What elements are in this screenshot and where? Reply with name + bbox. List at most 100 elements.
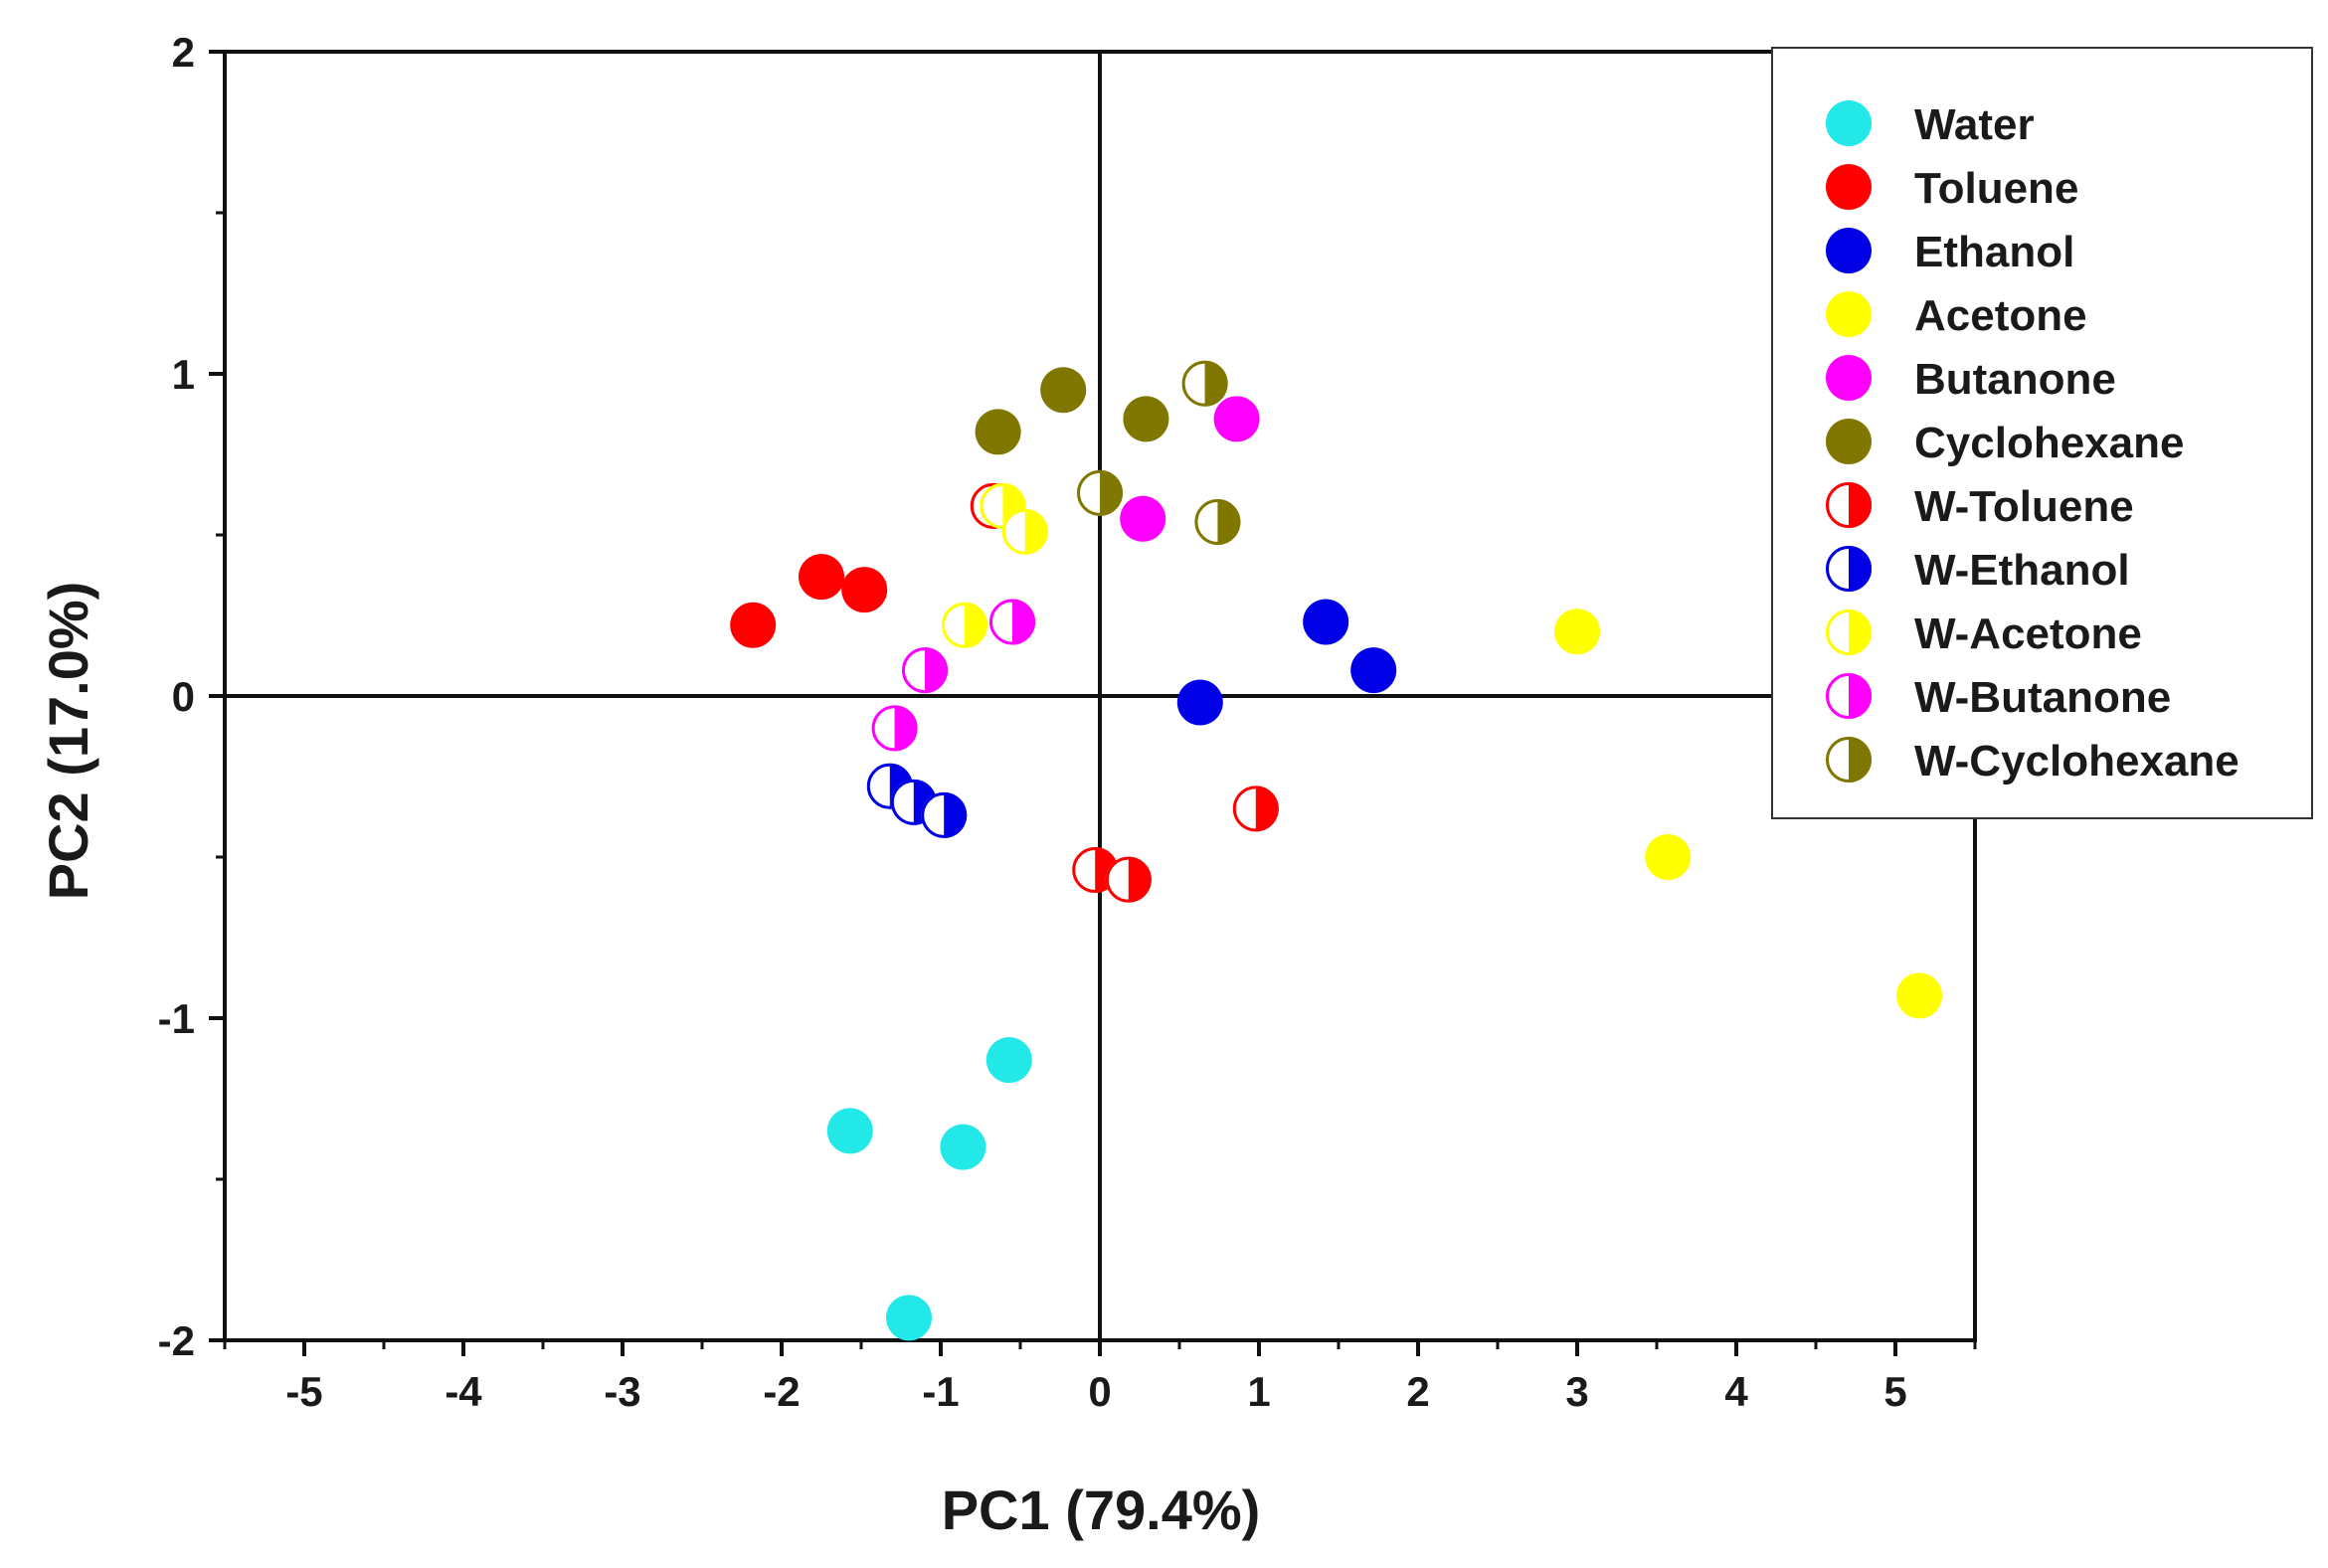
x-tick-label: -5	[285, 1368, 322, 1415]
marker-fill	[1826, 164, 1872, 210]
marker-fill	[975, 409, 1021, 455]
legend-item: W-Cyclohexane	[1826, 737, 2239, 785]
point-cyclohexane	[1040, 367, 1087, 414]
point-w-cyclohexane	[1181, 360, 1228, 407]
y-tick-label: 2	[172, 29, 195, 76]
legend-label: Butanone	[1914, 355, 2116, 404]
point-w-butanone	[989, 599, 1035, 645]
point-w-acetone	[1001, 508, 1048, 555]
legend-label: W-Butanone	[1914, 673, 2171, 722]
point-water	[886, 1295, 932, 1341]
marker-fill	[1213, 396, 1260, 442]
point-w-ethanol	[921, 791, 968, 838]
marker-outline	[1001, 508, 1048, 555]
legend-marker	[1826, 164, 1872, 210]
marker-fill	[940, 1124, 986, 1170]
legend-marker	[1826, 546, 1872, 592]
legend-marker	[1826, 291, 1872, 337]
legend-marker	[1826, 355, 1872, 401]
point-toluene	[841, 567, 888, 613]
point-acetone	[1554, 609, 1600, 655]
plot-area	[223, 50, 1977, 1342]
data-points	[730, 360, 1942, 1341]
legend-item: Water	[1826, 100, 2035, 149]
point-w-butanone	[902, 647, 948, 694]
legend: Water Toluene Ethanol Acetone Butanone Cycloh…	[1771, 47, 2313, 819]
x-tick-label: -1	[922, 1368, 959, 1415]
point-water	[826, 1108, 873, 1154]
x-tick-label: 4	[1724, 1368, 1748, 1415]
x-axis-title: PC1 (79.4%)	[942, 1479, 1261, 1541]
legend-marker	[1826, 673, 1872, 719]
point-cyclohexane	[975, 409, 1021, 455]
legend-marker	[1826, 419, 1872, 464]
marker-fill	[1120, 495, 1166, 542]
point-cyclohexane	[1123, 396, 1169, 442]
point-butanone	[1213, 396, 1260, 442]
legend-label: Acetone	[1914, 291, 2087, 340]
point-water	[940, 1124, 986, 1170]
legend-item: W-Butanone	[1826, 673, 2171, 722]
legend-label: W-Toluene	[1914, 482, 2134, 531]
point-water	[985, 1037, 1032, 1084]
legend-label: Toluene	[1914, 164, 2078, 213]
marker-outline	[1077, 469, 1123, 516]
marker-fill	[1554, 609, 1600, 655]
marker-fill	[1645, 834, 1692, 880]
legend-item: Acetone	[1826, 291, 2087, 340]
x-tick-label: -2	[763, 1368, 800, 1415]
legend-item: Cyclohexane	[1826, 419, 2184, 467]
x-tick-label: -4	[445, 1368, 482, 1415]
legend-item: Ethanol	[1826, 228, 2074, 276]
marker-fill	[1826, 419, 1872, 464]
point-w-toluene	[1232, 785, 1279, 832]
marker-half-fill	[1024, 508, 1048, 555]
legend-marker	[1826, 610, 1872, 655]
marker-fill	[1303, 599, 1349, 645]
y-axis-title: PC2 (17.0%)	[37, 582, 99, 901]
legend-marker	[1826, 228, 1872, 273]
marker-outline	[902, 647, 948, 694]
x-tick-label: 5	[1883, 1368, 1906, 1415]
marker-fill	[985, 1037, 1032, 1084]
marker-outline	[1826, 482, 1872, 528]
marker-fill	[1826, 355, 1872, 401]
marker-half-fill	[1217, 499, 1241, 546]
marker-fill	[1350, 647, 1397, 694]
marker-outline	[1194, 499, 1241, 546]
marker-outline	[1826, 546, 1872, 592]
y-tick-label: 0	[172, 673, 195, 720]
point-w-cyclohexane	[1077, 469, 1123, 516]
marker-outline	[1105, 856, 1152, 903]
point-w-butanone	[871, 705, 918, 752]
y-tick-label: 1	[172, 351, 195, 398]
marker-half-fill	[944, 791, 968, 838]
marker-fill	[1123, 396, 1169, 442]
marker-fill	[841, 567, 888, 613]
marker-half-fill	[965, 602, 987, 648]
point-toluene	[799, 554, 844, 601]
marker-outline	[942, 602, 987, 648]
point-ethanol	[1176, 679, 1223, 726]
point-ethanol	[1303, 599, 1349, 645]
marker-fill	[799, 554, 844, 601]
y-axis: -2 -1 0 1 2	[158, 29, 225, 1364]
marker-half-fill	[1012, 599, 1035, 645]
point-toluene	[730, 602, 777, 648]
marker-half-fill	[925, 647, 948, 694]
x-tick-label: -3	[604, 1368, 640, 1415]
y-tick-label: -2	[158, 1317, 195, 1364]
marker-outline	[989, 599, 1035, 645]
x-tick-label: 3	[1565, 1368, 1588, 1415]
legend-label: Water	[1914, 100, 2035, 149]
point-ethanol	[1350, 647, 1397, 694]
legend-item: Butanone	[1826, 355, 2116, 404]
marker-fill	[886, 1295, 932, 1341]
marker-fill	[1896, 972, 1942, 1019]
legend-label: W-Cyclohexane	[1914, 737, 2239, 785]
marker-half-fill	[1100, 469, 1123, 516]
marker-outline	[871, 705, 918, 752]
legend-label: Cyclohexane	[1914, 419, 2184, 467]
marker-outline	[921, 791, 968, 838]
